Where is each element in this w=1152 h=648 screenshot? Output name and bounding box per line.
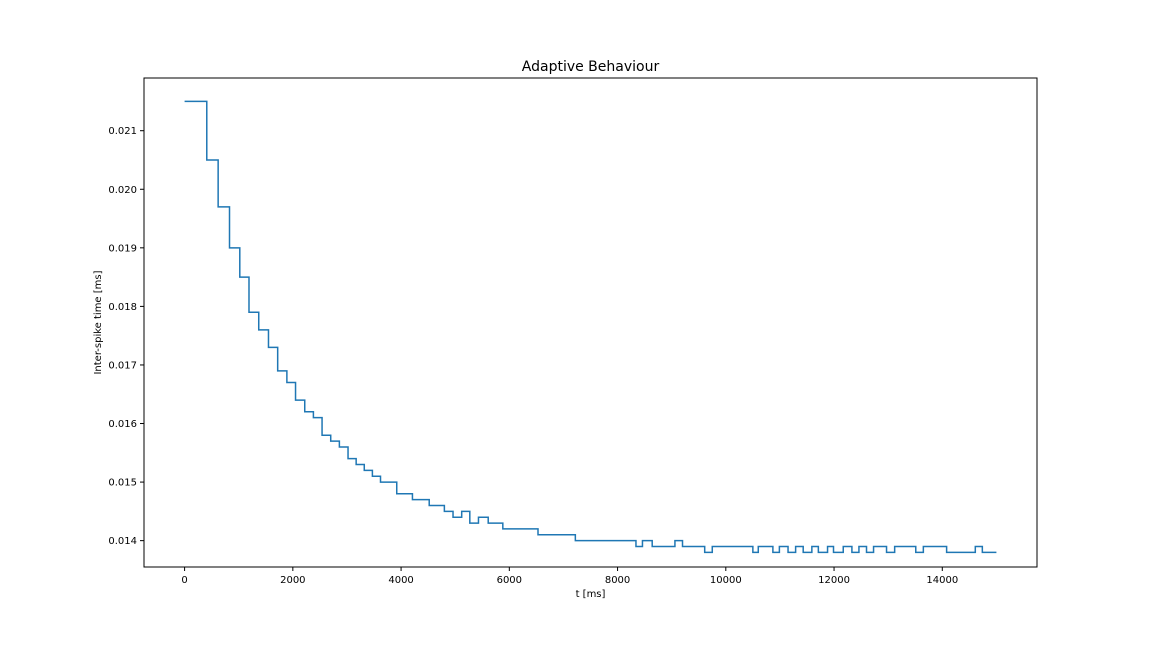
y-tick-label: 0.018	[108, 302, 137, 313]
y-tick-label: 0.019	[108, 243, 137, 254]
x-axis-label: t [ms]	[576, 589, 606, 600]
x-tick-label: 10000	[710, 575, 742, 586]
y-axis-label: Inter-spike time [ms]	[93, 270, 104, 374]
x-tick-label: 6000	[497, 575, 522, 586]
y-tick-label: 0.017	[108, 360, 137, 371]
y-tick-label: 0.015	[108, 478, 137, 489]
chart-title: Adaptive Behaviour	[522, 59, 660, 75]
x-tick-label: 8000	[605, 575, 630, 586]
x-tick-label: 14000	[926, 575, 958, 586]
x-tick-label: 0	[181, 575, 187, 586]
x-axis-ticks: 0 2000 4000 6000 8000 10000 12000 14000	[181, 567, 958, 586]
x-tick-label: 2000	[280, 575, 305, 586]
x-tick-label: 12000	[818, 575, 850, 586]
series-line	[184, 100, 997, 554]
x-tick-label: 4000	[388, 575, 413, 586]
plot-area-frame	[143, 77, 1038, 568]
y-tick-label: 0.014	[108, 536, 137, 547]
y-tick-label: 0.020	[108, 185, 137, 196]
y-tick-label: 0.016	[108, 419, 137, 430]
y-axis-ticks: 0.014 0.015 0.016 0.017 0.018 0.019 0.020 0.021	[108, 126, 144, 547]
y-tick-label: 0.021	[108, 126, 137, 137]
